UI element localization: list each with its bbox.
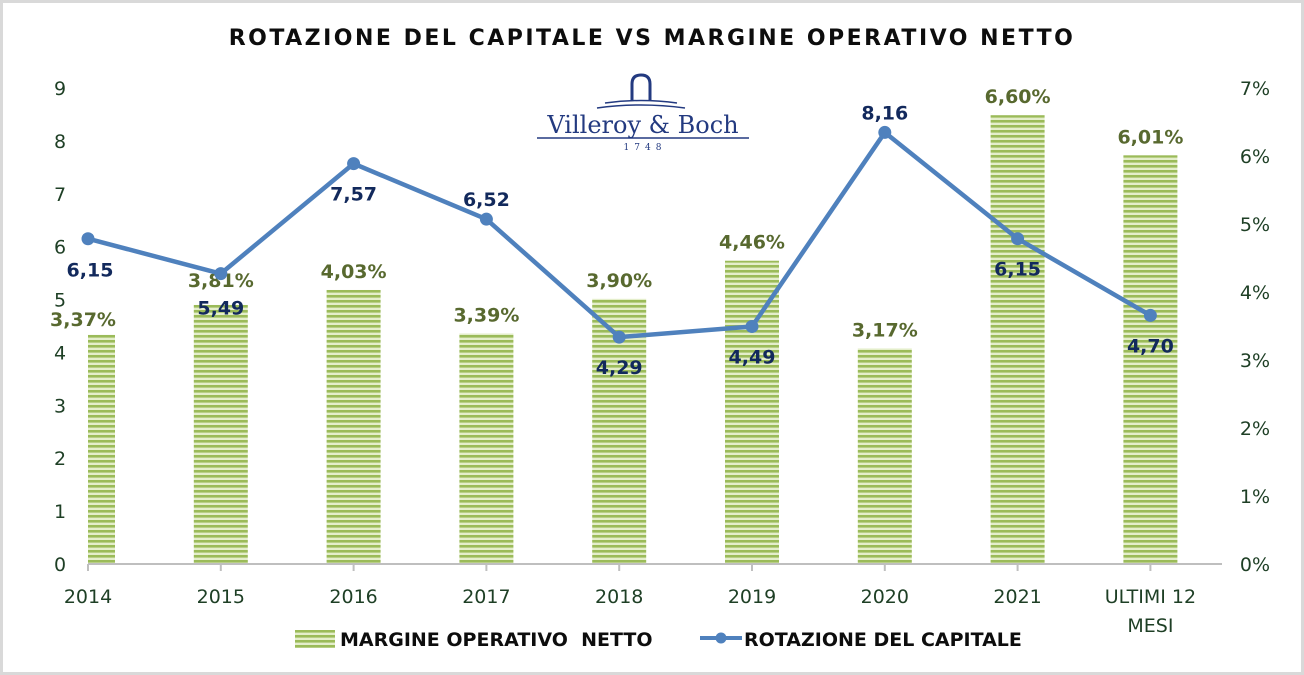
bar: [326, 289, 381, 564]
x-axis-tick-label: 2014: [64, 586, 112, 608]
right-axis-tick-label: 1%: [1240, 486, 1270, 508]
legend-label-rotazione: ROTAZIONE DEL CAPITALE: [744, 629, 1022, 651]
x-axis-tick-label: 2016: [329, 586, 377, 608]
left-axis-tick-label: 1: [54, 501, 66, 523]
right-axis-tick-label: 5%: [1240, 214, 1270, 236]
x-axis-tick-label: MESI: [1127, 615, 1173, 637]
line-data-labels: 6,15 5,49 7,57 6,52 4,29 4,49 8,16 6,15 4,70: [67, 102, 1174, 379]
left-axis-tick-label: 0: [54, 554, 66, 576]
line-point: [1143, 308, 1157, 322]
bar: [990, 115, 1045, 564]
bar-series: [88, 115, 1178, 564]
right-axis: 0% 1% 2% 3% 4% 5% 6% 7%: [1240, 78, 1270, 576]
x-axis: 2014 2015 2016 2017 2018 2019 2020 2021 ULTIMI 1…: [64, 564, 1196, 637]
line-series: [81, 125, 1157, 344]
bar-data-label: 3,17%: [852, 319, 918, 341]
bar-data-label: 4,46%: [719, 232, 785, 254]
left-axis-tick-label: 6: [54, 237, 66, 259]
bar-data-label: 3,37%: [50, 309, 116, 331]
logo-year: 1748: [624, 143, 667, 153]
x-axis-tick-label: 2021: [993, 586, 1041, 608]
x-axis-tick-label: ULTIMI 12: [1105, 586, 1196, 608]
line-data-label: 4,49: [729, 347, 776, 369]
bar-data-labels: 3,37% 3,81% 4,03% 3,39% 3,90% 4,46% 3,17% 6,60%…: [50, 86, 1183, 341]
right-axis-tick-label: 4%: [1240, 282, 1270, 304]
left-axis-tick-label: 8: [54, 131, 66, 153]
bar: [88, 334, 115, 564]
logo-arch-icon: [630, 73, 652, 100]
bar: [725, 260, 779, 564]
line-point: [878, 125, 892, 139]
legend-line-marker: [715, 632, 727, 644]
line-data-label: 6,15: [994, 259, 1041, 281]
line-point: [745, 320, 759, 334]
line-point: [1011, 232, 1025, 246]
x-axis-tick-label: 2019: [728, 586, 776, 608]
bar-data-label: 3,39%: [453, 304, 519, 326]
line-point: [347, 157, 361, 171]
left-axis-tick-label: 3: [54, 395, 66, 417]
line-data-label: 4,70: [1127, 335, 1174, 357]
line-data-label: 6,52: [463, 189, 510, 211]
line-data-label: 6,15: [67, 260, 114, 282]
line-data-label: 8,16: [861, 102, 908, 124]
legend-label-margine: MARGINE OPERATIVO NETTO: [340, 629, 653, 651]
x-axis-tick-label: 2017: [462, 586, 510, 608]
left-axis-tick-label: 2: [54, 448, 66, 470]
line-data-label: 7,57: [330, 184, 377, 206]
bar: [459, 333, 514, 564]
legend: MARGINE OPERATIVO NETTO ROTAZIONE DEL CA…: [295, 629, 1022, 651]
left-axis: 0 1 2 3 4 5 6 7 8 9: [54, 78, 66, 576]
bar-data-label: 6,60%: [985, 86, 1051, 108]
line-point: [81, 232, 95, 246]
line-point: [612, 330, 626, 344]
left-axis-tick-label: 7: [54, 184, 66, 206]
chart-title: ROTAZIONE DEL CAPITALE VS MARGINE OPERAT…: [229, 26, 1076, 51]
right-axis-tick-label: 7%: [1240, 78, 1270, 100]
left-axis-tick-label: 9: [54, 78, 66, 100]
x-axis-tick-label: 2020: [861, 586, 909, 608]
villeroy-boch-logo: Villeroy & Boch 1748: [537, 73, 749, 153]
right-axis-tick-label: 6%: [1240, 146, 1270, 168]
line-point: [214, 267, 228, 281]
left-axis-tick-label: 5: [54, 290, 66, 312]
x-axis-tick-label: 2018: [595, 586, 643, 608]
bar-data-label: 3,81%: [188, 270, 254, 292]
bar: [1123, 155, 1178, 564]
bar-data-label: 3,90%: [586, 270, 652, 292]
line-point: [479, 212, 493, 226]
bar: [857, 348, 912, 564]
right-axis-tick-label: 2%: [1240, 418, 1270, 440]
logo-wave-icon: [596, 104, 686, 109]
logo-wave-icon: [604, 99, 678, 104]
legend-bar-swatch: [295, 630, 335, 648]
line-data-label: 5,49: [197, 298, 244, 320]
right-axis-tick-label: 3%: [1240, 350, 1270, 372]
bar-data-label: 6,01%: [1117, 126, 1183, 148]
left-axis-tick-label: 4: [54, 342, 66, 364]
bar: [193, 304, 248, 564]
line-data-label: 4,29: [596, 357, 643, 379]
right-axis-tick-label: 0%: [1240, 554, 1270, 576]
x-axis-tick-label: 2015: [197, 586, 245, 608]
logo-brand: Villeroy & Boch: [546, 111, 738, 139]
bar-data-label: 4,03%: [321, 261, 387, 283]
